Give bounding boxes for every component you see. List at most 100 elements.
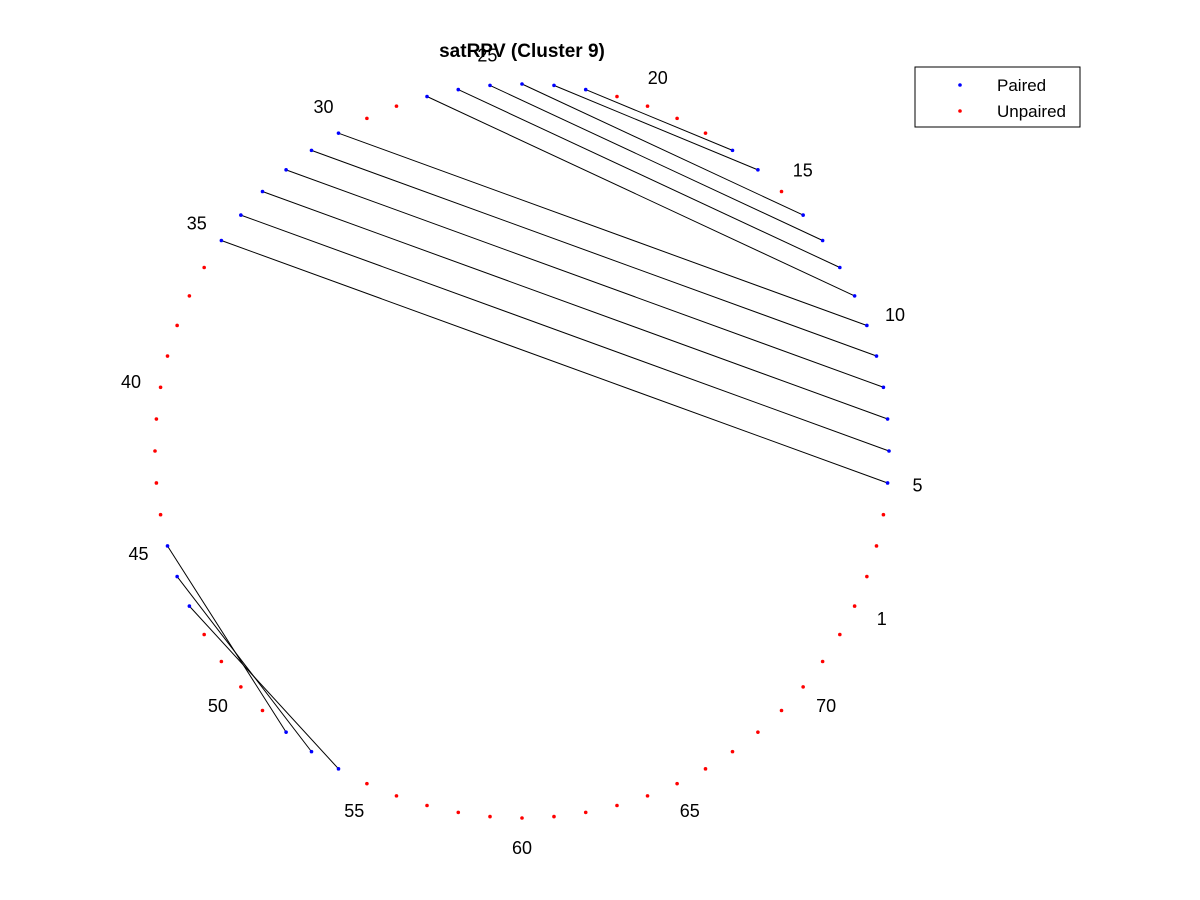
paired-dot-23 xyxy=(552,83,556,88)
pair-link-45-52 xyxy=(167,545,287,733)
unpaired-dot-65 xyxy=(675,781,679,786)
paired-dot-14 xyxy=(801,213,805,217)
unpaired-dot-72 xyxy=(838,632,842,637)
pair-links xyxy=(167,83,890,770)
pair-link-17-22 xyxy=(585,89,733,151)
unpaired-dot-38 xyxy=(175,323,179,328)
unpaired-dot-15 xyxy=(779,189,784,194)
unpaired-dot-21 xyxy=(615,94,619,99)
paired-dot-31 xyxy=(309,148,314,153)
unpaired-dot-2 xyxy=(865,574,869,579)
unpaired-dot-67 xyxy=(730,749,735,754)
unpaired-dot-1 xyxy=(852,604,857,608)
legend-unpaired-marker xyxy=(958,109,962,113)
paired-dot-30 xyxy=(336,131,341,135)
paired-dot-27 xyxy=(425,94,429,99)
index-label-5: 5 xyxy=(912,476,922,496)
unpaired-dot-19 xyxy=(675,116,679,121)
unpaired-dot-28 xyxy=(394,104,399,108)
paired-dot-32 xyxy=(284,168,288,172)
paired-dot-6 xyxy=(887,449,891,453)
index-label-45: 45 xyxy=(129,544,149,564)
unpaired-dot-70 xyxy=(801,685,805,689)
unpaired-dot-48 xyxy=(202,632,206,637)
paired-dot-5 xyxy=(885,481,890,485)
pair-link-47-54 xyxy=(189,605,339,770)
index-label-30: 30 xyxy=(313,97,333,117)
unpaired-dot-37 xyxy=(187,294,192,298)
unpaired-dot-62 xyxy=(583,810,588,815)
unpaired-dot-3 xyxy=(874,544,879,548)
pair-link-9-31 xyxy=(311,149,877,357)
index-label-35: 35 xyxy=(187,213,207,233)
pair-link-16-23 xyxy=(553,84,759,171)
paired-dot-45 xyxy=(165,544,170,548)
index-label-40: 40 xyxy=(121,372,141,392)
unpaired-dot-4 xyxy=(881,512,886,517)
pair-link-8-32 xyxy=(285,169,884,388)
index-label-70: 70 xyxy=(816,696,836,716)
unpaired-dot-40 xyxy=(158,385,163,390)
unpaired-dot-36 xyxy=(202,265,206,270)
unpaired-dot-42 xyxy=(153,449,157,453)
pair-link-6-34 xyxy=(240,214,890,452)
unpaired-dot-55 xyxy=(365,781,369,786)
unpaired-dot-44 xyxy=(158,512,163,517)
pair-link-11-27 xyxy=(426,96,855,297)
paired-dot-7 xyxy=(885,417,890,421)
paired-dot-35 xyxy=(219,238,224,243)
paired-dot-22 xyxy=(583,87,588,92)
unpaired-dot-60 xyxy=(520,816,524,820)
legend-paired-label: Paired xyxy=(997,76,1046,95)
unpaired-dot-68 xyxy=(756,730,760,734)
unpaired-dot-56 xyxy=(394,794,399,798)
unpaired-dot-59 xyxy=(488,814,492,819)
paired-dot-12 xyxy=(838,265,842,270)
unpaired-dot-57 xyxy=(425,803,429,808)
unpaired-dot-64 xyxy=(645,794,650,798)
legend-box xyxy=(914,66,1081,128)
legend-paired-marker xyxy=(958,83,962,87)
unpaired-dot-51 xyxy=(260,708,265,713)
pair-link-10-30 xyxy=(338,132,868,326)
paired-dot-53 xyxy=(309,749,314,754)
index-label-25: 25 xyxy=(477,46,497,66)
legend-unpaired-label: Unpaired xyxy=(997,102,1066,121)
paired-dot-47 xyxy=(187,604,192,608)
legend: Paired Unpaired xyxy=(914,66,1081,128)
pair-link-12-26 xyxy=(458,89,841,268)
paired-dot-8 xyxy=(881,385,886,390)
unpaired-dot-43 xyxy=(154,481,159,485)
index-label-20: 20 xyxy=(648,68,668,88)
unpaired-dot-69 xyxy=(779,708,784,713)
paired-dot-17 xyxy=(730,148,735,153)
pair-link-7-33 xyxy=(262,191,888,420)
chart-title: satRPV (Cluster 9) xyxy=(439,41,605,62)
paired-dot-52 xyxy=(284,730,288,734)
index-label-50: 50 xyxy=(208,696,228,716)
paired-dot-24 xyxy=(520,82,524,86)
paired-dot-13 xyxy=(820,238,825,243)
unpaired-dot-61 xyxy=(552,814,556,819)
paired-dot-11 xyxy=(852,294,857,298)
pair-link-13-25 xyxy=(489,84,823,241)
pair-link-46-53 xyxy=(176,576,312,752)
unpaired-dot-20 xyxy=(645,104,650,108)
paired-dot-26 xyxy=(456,87,461,92)
unpaired-dot-39 xyxy=(165,354,170,358)
unpaired-dot-29 xyxy=(365,116,369,121)
unpaired-dot-66 xyxy=(703,767,708,771)
paired-dot-54 xyxy=(336,767,341,771)
unpaired-dot-58 xyxy=(456,810,461,815)
paired-dot-33 xyxy=(260,189,265,194)
index-label-60: 60 xyxy=(512,838,532,858)
paired-dot-16 xyxy=(756,168,760,172)
unpaired-dot-63 xyxy=(615,803,619,808)
index-label-15: 15 xyxy=(793,160,813,180)
unpaired-dot-50 xyxy=(239,685,243,689)
paired-dot-9 xyxy=(874,354,879,358)
position-dots xyxy=(153,82,891,820)
paired-dot-34 xyxy=(239,213,243,217)
